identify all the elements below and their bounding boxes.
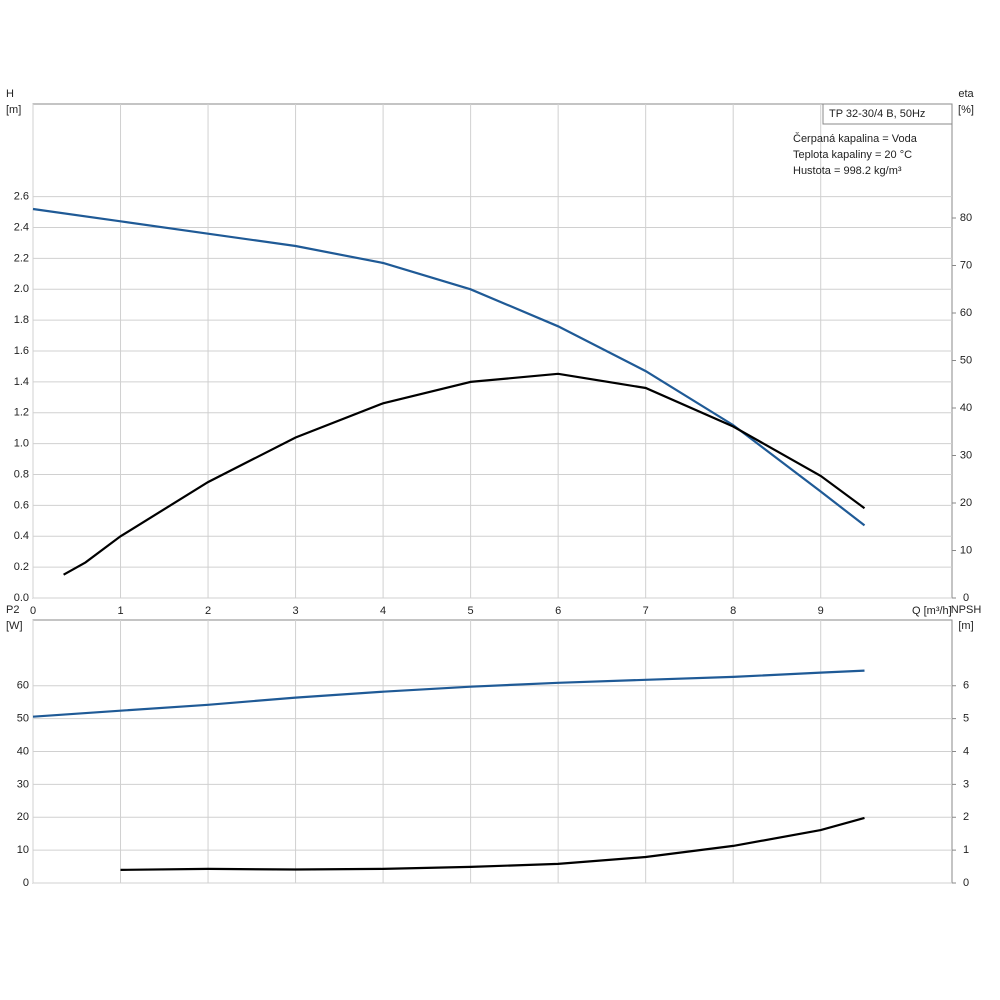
data-line <box>32 669 865 718</box>
y-tick-label: 2.0 <box>14 283 29 295</box>
annotation: Čerpaná kapalina = Voda <box>793 132 918 145</box>
y-tick-label: 0.6 <box>14 499 29 511</box>
y-tick-label: 1.6 <box>14 345 29 357</box>
y2-tick-label: 2 <box>963 811 969 823</box>
annotation: Teplota kapaliny = 20 °C <box>793 149 912 161</box>
x-axis-label: Q [m³/h] <box>912 605 952 617</box>
y-axis-label: P2 <box>6 604 19 616</box>
y2-tick-label: 0 <box>963 592 969 604</box>
x-tick-label: 2 <box>205 605 211 617</box>
y2-tick-label: 3 <box>963 778 969 790</box>
y-tick-label: 0.8 <box>14 468 29 480</box>
y2-tick-label: 6 <box>963 680 969 692</box>
y-tick-label: 30 <box>17 778 29 790</box>
y2-tick-label: 1 <box>963 844 969 856</box>
y-tick-label: 2.4 <box>14 221 29 233</box>
y2-axis-label: NPSH <box>951 604 982 616</box>
x-tick-label: 4 <box>380 605 386 617</box>
data-line <box>63 372 866 576</box>
y-tick-label: 0.2 <box>14 561 29 573</box>
annotation: Hustota = 998.2 kg/m³ <box>793 165 902 177</box>
y2-tick-label: 50 <box>960 354 972 366</box>
y-tick-label: 1.4 <box>14 376 29 388</box>
y2-axis-label: [m] <box>958 620 973 632</box>
y2-tick-label: 0 <box>963 877 969 889</box>
y-tick-label: 1.8 <box>14 314 29 326</box>
y-tick-label: 40 <box>17 745 29 757</box>
x-tick-label: 8 <box>730 605 736 617</box>
y2-tick-label: 5 <box>963 713 969 725</box>
y-tick-label: 1.0 <box>14 438 29 450</box>
y-tick-label: 0.4 <box>14 530 29 542</box>
y2-tick-label: 80 <box>960 212 972 224</box>
y2-tick-label: 4 <box>963 745 969 757</box>
y2-tick-label: 70 <box>960 259 972 271</box>
y2-axis-label: [%] <box>958 104 974 116</box>
y-tick-label: 2.6 <box>14 191 29 203</box>
y-tick-label: 0.0 <box>14 592 29 604</box>
y2-tick-label: 60 <box>960 307 972 319</box>
y-tick-label: 10 <box>17 844 29 856</box>
x-tick-label: 6 <box>555 605 561 617</box>
y2-tick-label: 30 <box>960 449 972 461</box>
x-tick-label: 3 <box>293 605 299 617</box>
title-box <box>822 103 953 125</box>
data-line <box>120 816 865 871</box>
x-tick-label: 7 <box>643 605 649 617</box>
x-tick-label: 9 <box>818 605 824 617</box>
y2-axis-label: eta <box>958 88 974 100</box>
data-line <box>32 207 866 527</box>
chart-title: TP 32-30/4 B, 50Hz <box>829 108 925 120</box>
y-tick-label: 20 <box>17 811 29 823</box>
x-tick-label: 5 <box>468 605 474 617</box>
y2-tick-label: 10 <box>960 544 972 556</box>
y2-tick-label: 40 <box>960 402 972 414</box>
y-axis-label: [m] <box>6 104 21 116</box>
y-axis-label: H <box>6 88 14 100</box>
y2-tick-label: 20 <box>960 497 972 509</box>
x-tick-label: 0 <box>30 605 36 617</box>
y-tick-label: 2.2 <box>14 252 29 264</box>
y-tick-label: 50 <box>17 713 29 725</box>
y-tick-label: 60 <box>17 680 29 692</box>
x-tick-label: 1 <box>117 605 123 617</box>
y-tick-label: 0 <box>23 877 29 889</box>
y-axis-label: [W] <box>6 620 23 632</box>
y-tick-label: 1.2 <box>14 407 29 419</box>
